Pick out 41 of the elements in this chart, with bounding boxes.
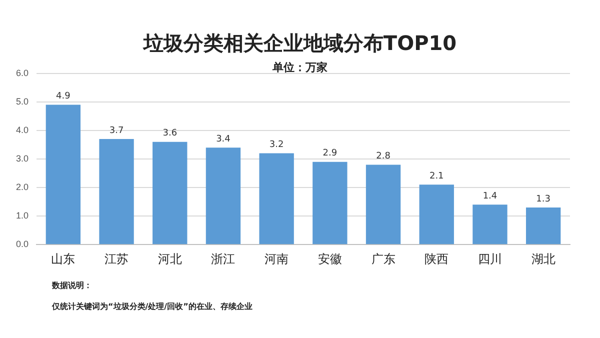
data-label: 1.4 [482,191,498,202]
y-tick-label: 4.0 [16,124,29,135]
data-label: 3.7 [109,126,124,136]
bar [206,148,241,244]
y-tick-label: 2.0 [16,182,29,192]
data-label: 4.9 [56,92,71,102]
bar [366,164,401,244]
y-tick-label: 0.0 [16,239,29,250]
bar [472,204,508,244]
bar [259,153,294,244]
x-tick-label: 河南 [264,252,289,266]
y-tick-label: 6.0 [16,68,29,78]
x-tick-label: 湖北 [531,252,556,266]
x-tick-label: 陕西 [424,252,449,266]
x-tick-label: 江苏 [104,252,129,266]
y-tick-label: 3.0 [16,153,29,164]
data-label: 2.1 [429,172,444,182]
bar [526,208,561,244]
x-tick-label: 广东 [371,252,396,266]
y-tick-label: 5.0 [16,96,29,106]
bar [152,142,188,244]
y-tick-label: 1.0 [16,210,29,221]
x-tick-label: 四川 [478,252,502,266]
data-label: 2.9 [322,148,338,159]
data-label: 2.8 [376,152,391,162]
x-tick-label: 浙江 [211,252,236,266]
bar [312,162,348,244]
data-label: 3.2 [269,140,284,150]
x-tick-label: 河北 [158,252,182,266]
data-label: 1.3 [536,194,550,204]
x-tick-label: 山东 [51,252,76,266]
x-tick-label: 安徽 [318,252,342,266]
bar [419,184,454,244]
chart-subtitle: 单位：万家 [272,61,328,74]
text: 仅统计关键词为“垃圾分类/处理/回收”的在业、存续企业 [52,301,252,312]
chart-title: 垃圾分类相关企业地域分布TOP10 [142,30,458,57]
data-label: 3.4 [216,134,231,144]
bar [99,139,134,244]
data-label: 3.6 [162,128,178,139]
text: 数据说明： [52,280,93,291]
bar [46,104,81,244]
